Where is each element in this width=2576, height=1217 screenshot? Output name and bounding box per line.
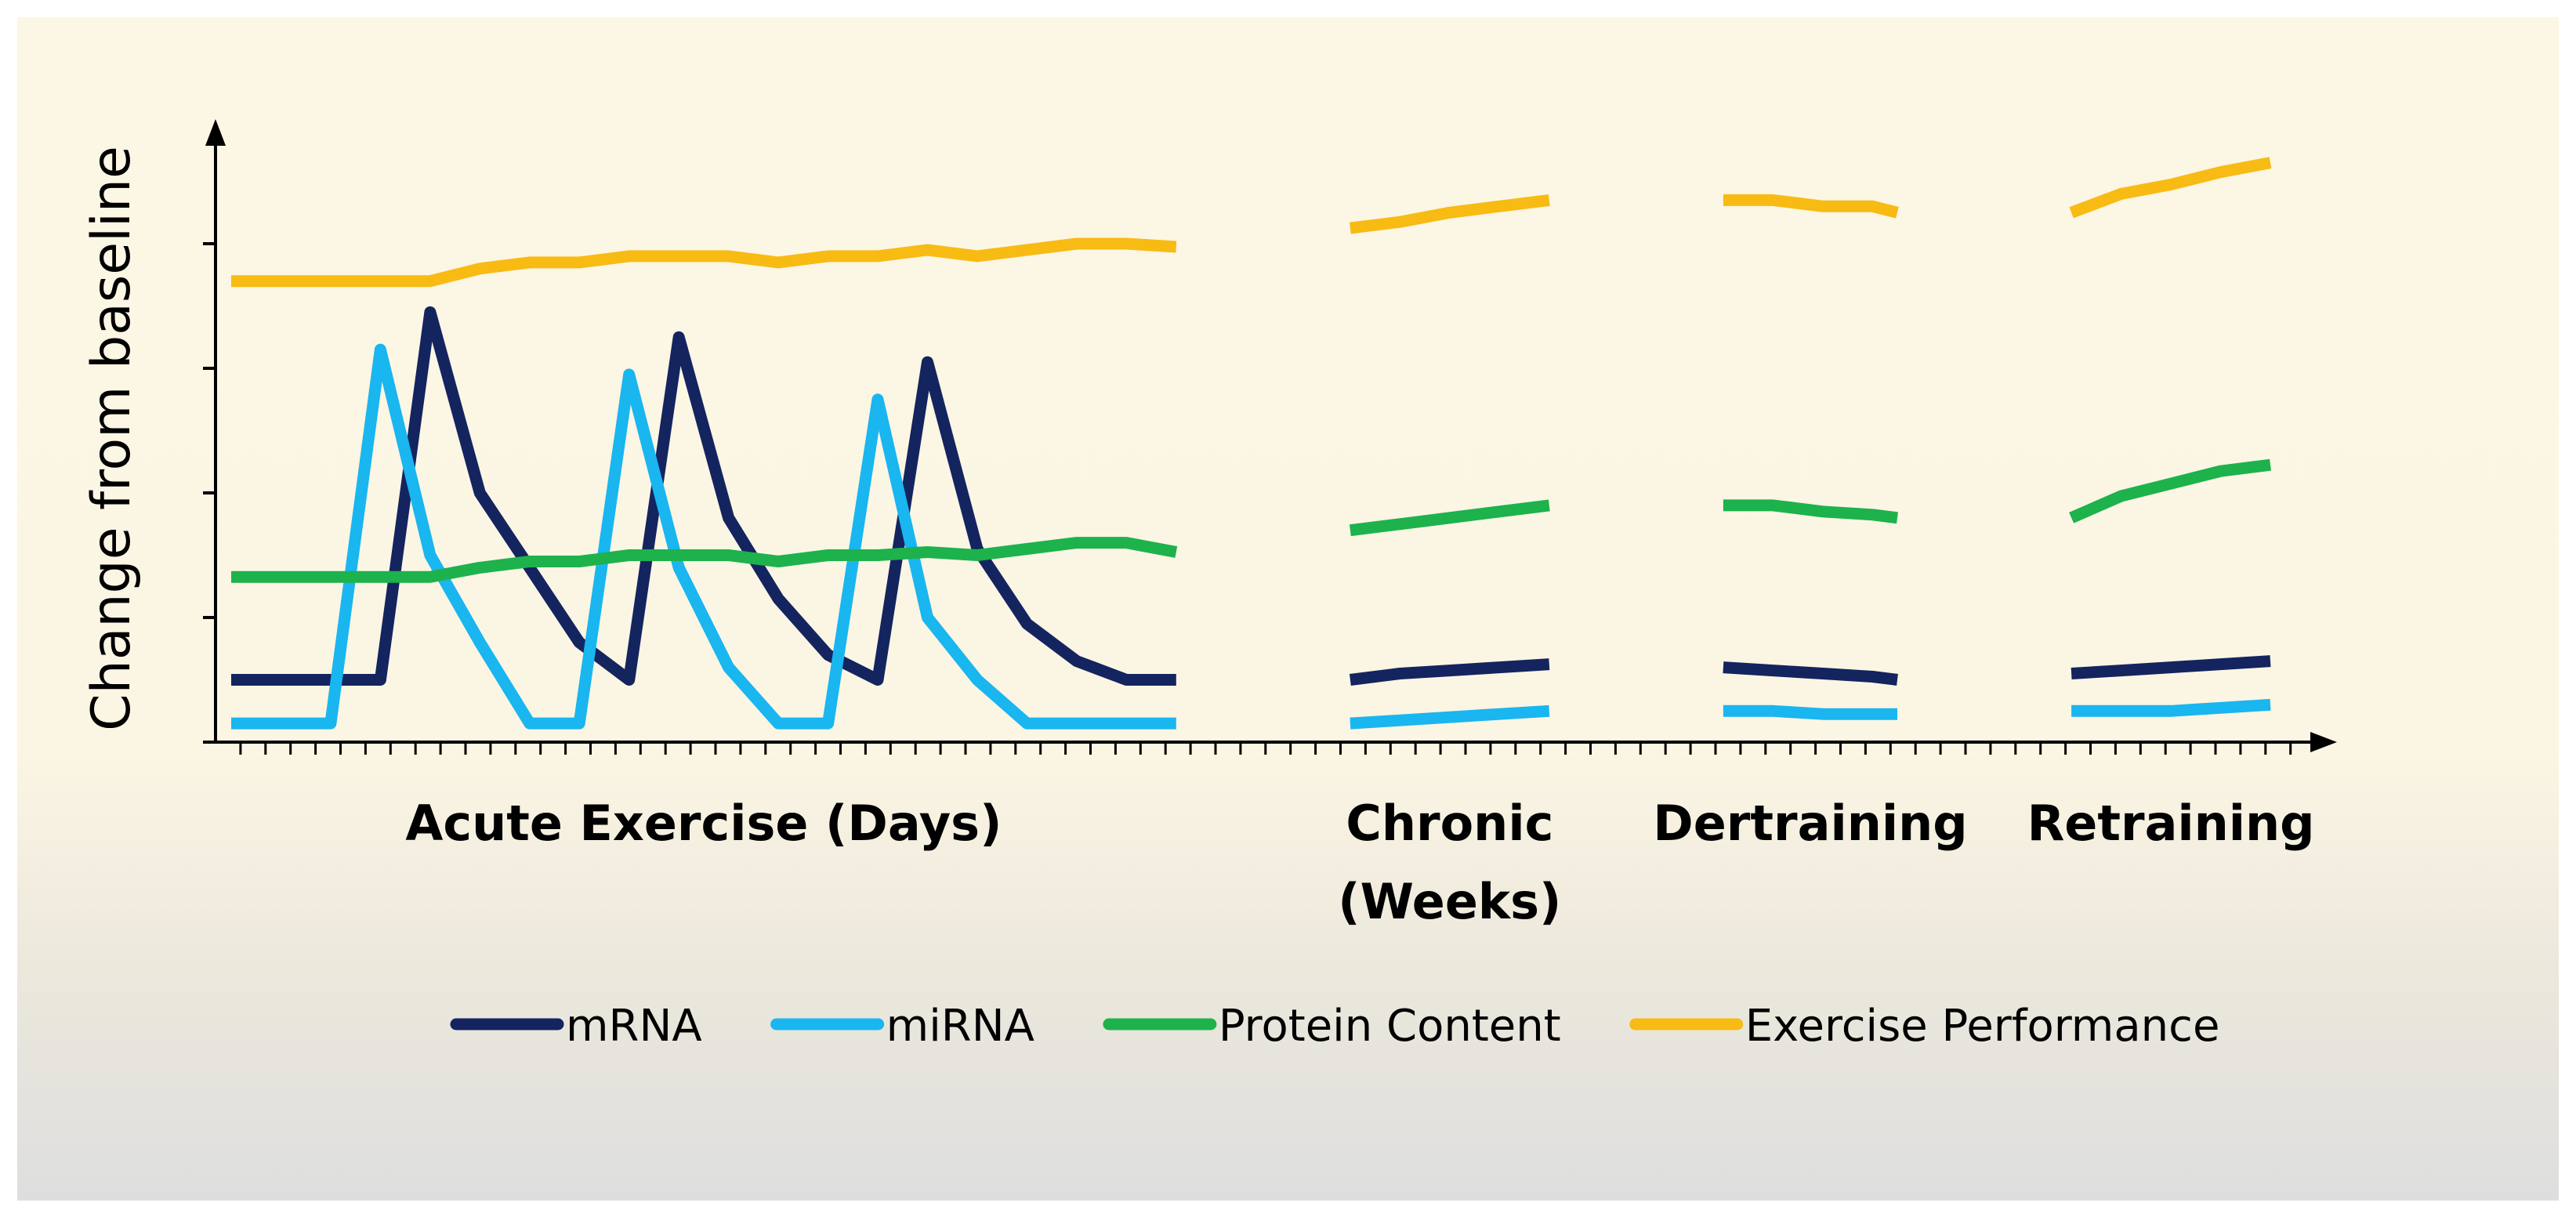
legend: mRNA miRNA Protein Content Exercise Perform… bbox=[450, 1001, 2220, 1052]
y-axis-label: Change from baseline bbox=[81, 146, 143, 731]
series-line-protein-content-segment-2 bbox=[1349, 499, 1550, 537]
series-line-protein-content-segment-3 bbox=[1723, 499, 1898, 524]
series-line-exercise-performance-segment-4 bbox=[2069, 157, 2272, 219]
series-line-protein-content-segment-4 bbox=[2069, 458, 2271, 523]
y-axis-arrow bbox=[205, 119, 226, 146]
phase-label: Chronic bbox=[1346, 795, 1553, 852]
series-line-mirna-segment-2 bbox=[1350, 704, 1550, 730]
series-line-exercise-performance-segment-3 bbox=[1723, 194, 1899, 219]
series-line-exercise-performance-segment-1 bbox=[231, 237, 1177, 288]
chart-panel: Change from baseline Acute Exercise (Days… bbox=[17, 17, 2559, 1201]
phase-label: Retraining bbox=[2027, 795, 2315, 852]
legend-label: miRNA bbox=[886, 1001, 1034, 1052]
line-chart: Change from baseline Acute Exercise (Days… bbox=[81, 119, 2337, 1052]
legend-label: Protein Content bbox=[1219, 1001, 1561, 1052]
series-line-mirna-segment-1 bbox=[231, 343, 1176, 730]
x-axis-arrow bbox=[2310, 732, 2337, 752]
series-line-exercise-performance-segment-2 bbox=[1349, 194, 1550, 234]
legend-label: Exercise Performance bbox=[1745, 1001, 2220, 1052]
axes bbox=[203, 119, 2337, 755]
legend-label: mRNA bbox=[566, 1001, 702, 1052]
series-line-mirna-segment-4 bbox=[2071, 698, 2271, 717]
phase-label: Acute Exercise (Days) bbox=[405, 795, 1002, 852]
series-line-mrna-segment-3 bbox=[1723, 661, 1898, 686]
series-layer bbox=[231, 157, 2272, 730]
series-line-mrna-segment-4 bbox=[2071, 655, 2271, 679]
series-line-protein-content-segment-1 bbox=[231, 537, 1178, 583]
phase-label: Dertraining bbox=[1653, 795, 1967, 852]
series-line-mrna-segment-2 bbox=[1349, 658, 1550, 686]
phase-label: (Weeks) bbox=[1338, 873, 1561, 930]
series-line-mirna-segment-3 bbox=[1723, 704, 1897, 720]
series-line-mrna-segment-1 bbox=[231, 306, 1176, 686]
labels-layer: Change from baseline Acute Exercise (Days… bbox=[81, 146, 2315, 930]
